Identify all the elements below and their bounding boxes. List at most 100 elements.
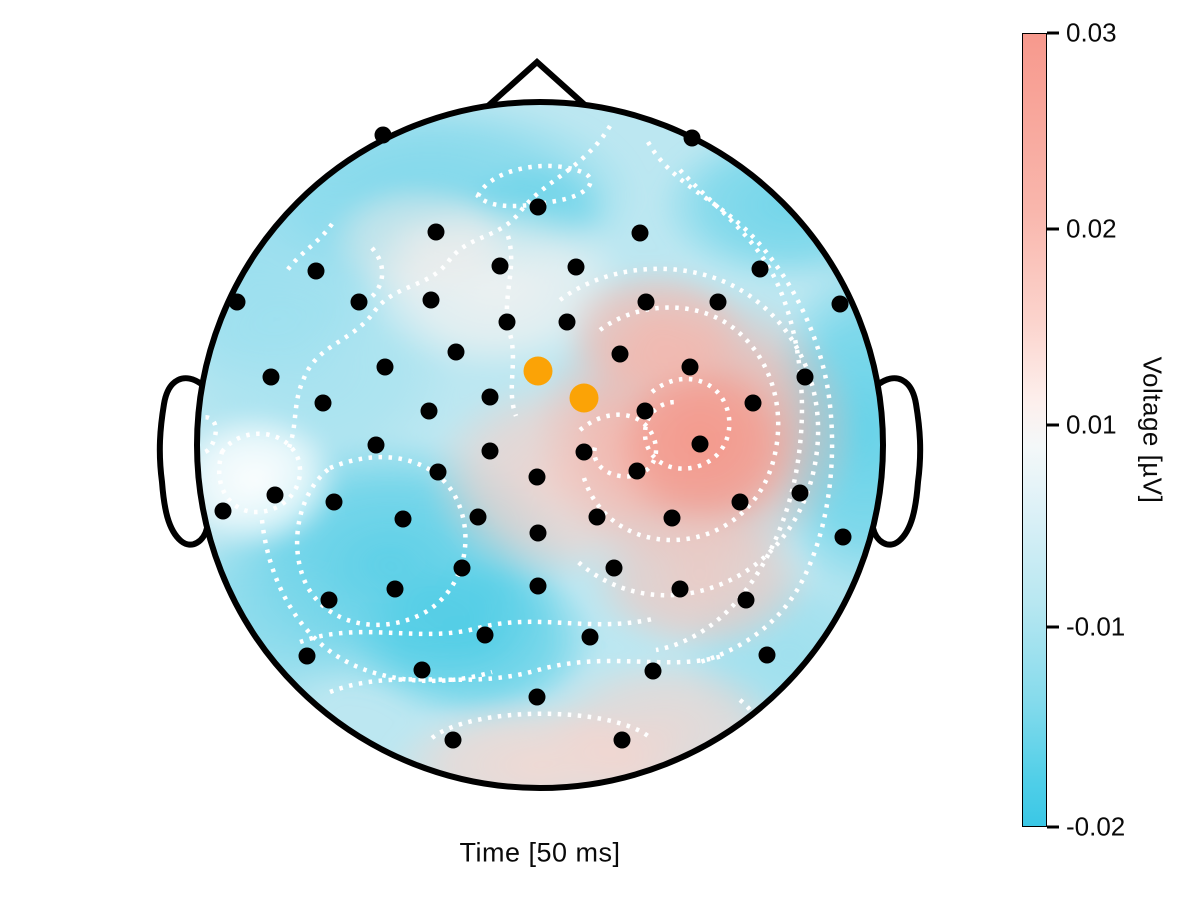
electrode-dot [831, 295, 849, 313]
electrode-dot [791, 484, 809, 502]
electrode-dot [558, 313, 576, 331]
contour-line [199, 414, 218, 455]
colorbar-tick-mark [1047, 31, 1059, 35]
contour-line [285, 124, 612, 451]
electrode-dot [214, 502, 232, 520]
electrode-dot [266, 486, 284, 504]
electrode-dot [498, 313, 516, 331]
colorbar-ticks: 0.03 0.02 0.01 -0.01 -0.02 [1047, 18, 1197, 842]
contour-line [284, 222, 334, 274]
voltage-blob [585, 505, 815, 655]
colorbar-label: Voltage [µV] [1137, 356, 1168, 504]
contour-line [581, 305, 781, 543]
electrode-dot [691, 435, 709, 453]
electrode-dot [709, 293, 727, 311]
electrode-dot [644, 662, 662, 680]
electrode-dot [613, 731, 631, 749]
contour-line [430, 711, 650, 740]
contour-lines [199, 124, 835, 762]
colorbar-gradient [1022, 33, 1047, 827]
electrode-dot [325, 493, 343, 511]
electrode-dot [834, 528, 852, 546]
highlighted-electrode-dots [523, 356, 599, 413]
electrode-dot [394, 510, 412, 528]
electrode-dot [481, 442, 499, 460]
colorbar-tick-label: -0.02 [1066, 811, 1126, 842]
electrode-dot [796, 368, 814, 386]
contour-line [558, 266, 821, 598]
electrode-dot [314, 394, 332, 412]
electrode-dot [453, 559, 471, 577]
electrode-dot [481, 388, 499, 406]
time-label: Time [50 ms] [459, 837, 621, 868]
electrode-dot [681, 358, 699, 376]
electrode-dot [567, 258, 585, 276]
electrode-dot [374, 126, 392, 144]
colorbar-tick-mark [1047, 625, 1059, 629]
electrode-dot [663, 509, 681, 527]
colorbar-tick-mark [1047, 227, 1059, 231]
electrode-dot [429, 463, 447, 481]
contour-line [366, 246, 385, 302]
right-ear [870, 375, 924, 548]
electrode-dot [367, 436, 385, 454]
electrode-dot [298, 647, 316, 665]
electrode-dot [529, 524, 547, 542]
electrode-dot [262, 368, 280, 386]
electrode-dot [581, 628, 599, 646]
voltage-blob [325, 180, 515, 300]
electrode-dot [588, 508, 606, 526]
contour-line [299, 615, 657, 645]
electrode-dot [228, 293, 246, 311]
electrode-dot [731, 493, 749, 511]
electrode-dot [758, 646, 776, 664]
colorbar-tick-mark [1047, 423, 1059, 427]
contour-line [646, 140, 835, 665]
electrode-dot [528, 688, 546, 706]
electrode-dot [376, 358, 394, 376]
electrode-dot [744, 394, 762, 412]
electrode-dot [350, 293, 368, 311]
electrode-dot [320, 591, 338, 609]
electrode-dot [671, 580, 689, 598]
contour-line [578, 412, 659, 479]
head-outline [194, 99, 886, 791]
contour-line [294, 454, 468, 628]
colorbar-tick-label: 0.01 [1066, 409, 1117, 440]
contour-line [329, 653, 723, 695]
electrode-dot [751, 260, 769, 278]
nose [485, 57, 589, 109]
electrode-dot [307, 262, 325, 280]
electrode-dot [528, 468, 546, 486]
left-ear [156, 375, 210, 548]
contour-line [475, 163, 593, 209]
contour-line [216, 431, 303, 515]
colorbar-tick-label: -0.01 [1066, 611, 1126, 642]
colorbar-tick-label: 0.02 [1066, 213, 1117, 244]
electrode-dot [413, 661, 431, 679]
voltage-blob [655, 125, 881, 285]
electrode-dot [605, 559, 623, 577]
electrode-dot [628, 462, 646, 480]
electrode-dot [575, 443, 593, 461]
electrode-dot [420, 402, 438, 420]
electrode-dot [636, 402, 654, 420]
electrode-dot [476, 626, 494, 644]
electrode-dot [469, 508, 487, 526]
voltage-blob [199, 540, 360, 730]
voltage-blob [560, 265, 750, 395]
electrode-dot [491, 257, 509, 275]
highlighted-electrode-dot [523, 356, 553, 386]
electrode-dot [611, 345, 629, 363]
electrode-dot [529, 198, 547, 216]
electrode-dot [529, 577, 547, 595]
contour-line [199, 292, 208, 340]
contour-line [259, 519, 493, 684]
colorbar-tick-label: 0.03 [1066, 17, 1117, 48]
colorbar-tick-mark [1047, 825, 1059, 829]
voltage-blob [350, 555, 600, 725]
electrode-dot [422, 291, 440, 309]
electrode-dots [214, 126, 852, 749]
